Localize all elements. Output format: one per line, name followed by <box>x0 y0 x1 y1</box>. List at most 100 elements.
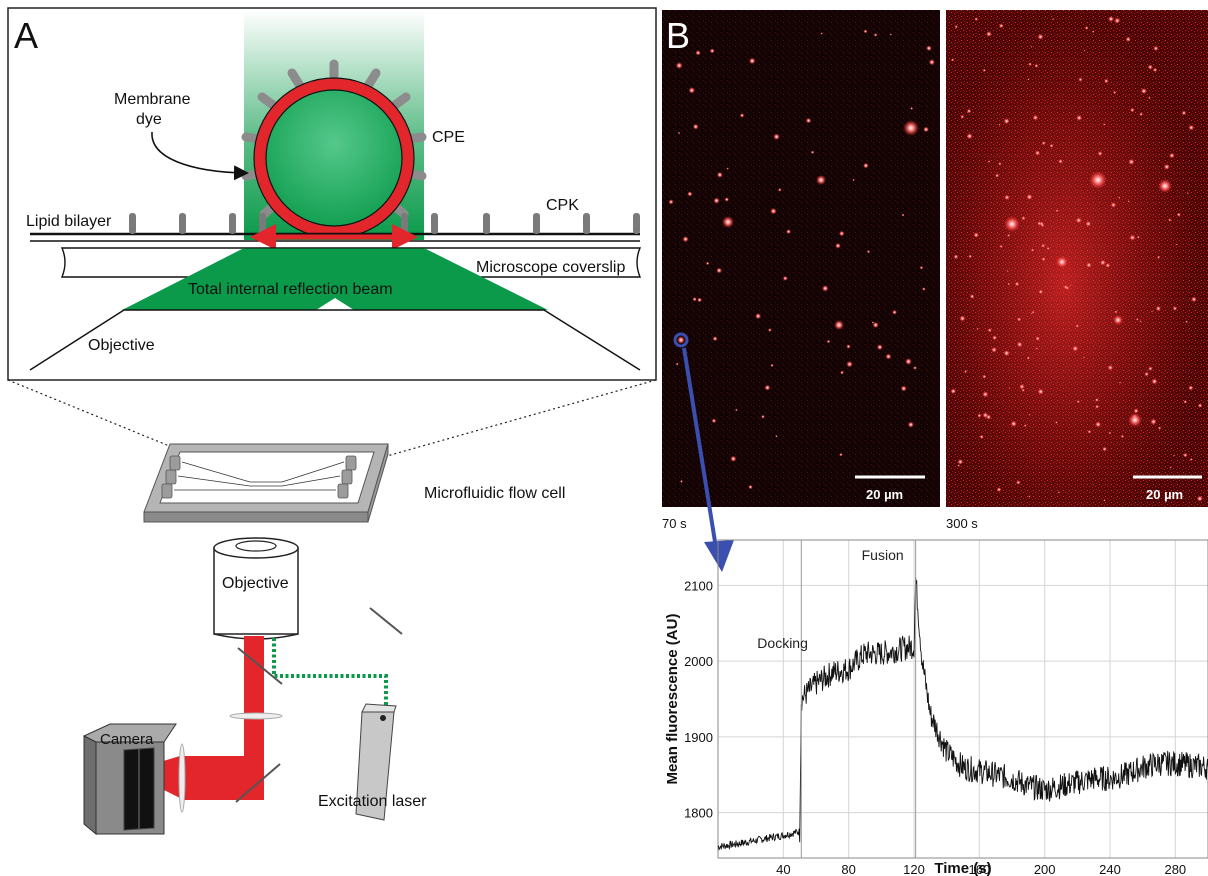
fluorescent-spot <box>712 336 718 342</box>
fluorescent-spot <box>820 32 823 35</box>
fluorescent-spot <box>739 113 745 118</box>
fluorescent-spot <box>1169 466 1172 469</box>
fluorescent-spot <box>695 50 701 56</box>
fluorescent-spot <box>1140 87 1147 95</box>
fluorescent-spot <box>991 346 997 353</box>
fluorescent-spot <box>1114 17 1121 24</box>
fluorescent-spot <box>900 385 907 392</box>
fluorescent-spot <box>1197 403 1203 408</box>
fluorescent-spot <box>1041 257 1046 262</box>
fluorescent-spot <box>1058 159 1063 164</box>
bright-spot <box>1128 413 1142 427</box>
camera-label: Camera <box>100 731 154 748</box>
fluorescent-spot <box>1055 209 1059 213</box>
vesicle <box>254 78 414 238</box>
x-tick-label: 120 <box>903 862 925 876</box>
fluorescent-spot <box>821 285 829 292</box>
bright-spot <box>903 120 919 136</box>
y-tick-label: 1800 <box>684 806 713 821</box>
fluorescent-spot <box>1118 381 1122 384</box>
fluorescent-spot <box>1183 400 1188 404</box>
fluorescent-spot <box>1153 45 1159 52</box>
fluorescent-spot <box>999 244 1003 249</box>
fluorescent-spot <box>1027 78 1030 81</box>
fluorescent-spot <box>1075 324 1079 328</box>
fluorescent-spot <box>1010 420 1017 427</box>
fluorescent-spot <box>885 353 892 360</box>
fluorescent-spot <box>998 23 1004 29</box>
fluorescent-spot <box>768 328 772 332</box>
fluorescent-spot <box>1026 193 1033 200</box>
bright-spot <box>816 175 826 185</box>
fluorescent-spot <box>1032 114 1039 121</box>
fluorescent-spot <box>1147 64 1153 70</box>
fluorescent-spot <box>1030 248 1035 252</box>
fluorescent-spot <box>1006 270 1009 272</box>
fluorescent-spot <box>1148 366 1153 371</box>
fluorescent-spot <box>1008 387 1011 389</box>
fluorescent-spot <box>1021 216 1026 221</box>
fluorescent-spot <box>986 31 992 37</box>
fluorescent-spot <box>1003 118 1010 125</box>
panel-a-setup: Microfluidic flow cell Objective <box>82 443 565 836</box>
mirror-lower <box>235 763 281 803</box>
fluorescent-spot <box>1095 404 1100 409</box>
fluorescent-spot <box>680 479 683 483</box>
fluorescent-spot <box>982 412 989 419</box>
fluorescent-spot <box>1084 26 1089 30</box>
fluorescent-spot <box>922 287 926 291</box>
fluorescent-spot <box>668 199 674 205</box>
chart-frame <box>717 539 1208 859</box>
fluorescent-spot <box>692 123 699 130</box>
fluorescent-spot <box>1108 431 1112 435</box>
x-tick-label: 200 <box>1034 862 1056 876</box>
x-tick-label: 40 <box>776 862 790 876</box>
fluorescent-spot <box>1151 310 1153 313</box>
fluorescent-spot <box>716 171 723 178</box>
fluorescent-spot <box>1157 426 1162 430</box>
fluorescent-spot <box>1108 16 1114 22</box>
fluorescent-spot <box>1172 306 1178 311</box>
tir-beam <box>122 248 548 310</box>
fluorescent-spot <box>1113 90 1117 95</box>
bright-spot <box>722 216 734 228</box>
fluorescent-spot <box>863 29 868 34</box>
fluorescent-spot <box>1087 429 1092 434</box>
fluorescent-spot <box>764 384 771 391</box>
bright-spot <box>1004 216 1020 232</box>
fluorescent-spot <box>974 17 979 21</box>
fluorescent-spot <box>786 229 792 235</box>
fluorescent-spot <box>1037 33 1044 40</box>
fluorescent-spot <box>1072 345 1079 352</box>
fluorescent-spot <box>1136 318 1139 321</box>
cpk-label: CPK <box>546 197 579 214</box>
bright-spot <box>834 320 844 330</box>
fluorescent-spot <box>770 207 777 215</box>
flow-cell-label: Microfluidic flow cell <box>424 485 565 502</box>
fluorescent-spot <box>907 421 914 428</box>
fluorescent-spot <box>810 150 815 154</box>
fluorescent-spot <box>982 374 987 379</box>
fluorescent-spot <box>1103 499 1106 502</box>
fluorescent-spot <box>951 58 955 62</box>
fluorescent-spot <box>1188 385 1194 391</box>
fluorescent-spot <box>1007 282 1011 286</box>
panel-b-letter: B <box>666 15 690 56</box>
fluorescent-spot <box>826 339 831 344</box>
fluorescent-spot <box>1155 305 1162 312</box>
fluorescent-spot <box>1035 347 1038 350</box>
bright-spot <box>677 336 685 344</box>
fluorescent-spot <box>711 418 717 424</box>
x-tick-label: 280 <box>1164 862 1186 876</box>
lens-camera <box>178 743 186 813</box>
bright-spot <box>1089 171 1107 189</box>
fluorescent-spot <box>1125 36 1131 42</box>
fluorescent-spot <box>1099 259 1106 266</box>
x-axis-label: Time (s) <box>934 860 991 876</box>
x-tick-label: 240 <box>1099 862 1121 876</box>
fluorescent-spot <box>863 162 869 169</box>
camera <box>82 723 177 836</box>
fluorescent-spot <box>724 197 730 202</box>
fluorescent-spot <box>852 178 855 182</box>
fluorescent-spot <box>1028 62 1032 66</box>
